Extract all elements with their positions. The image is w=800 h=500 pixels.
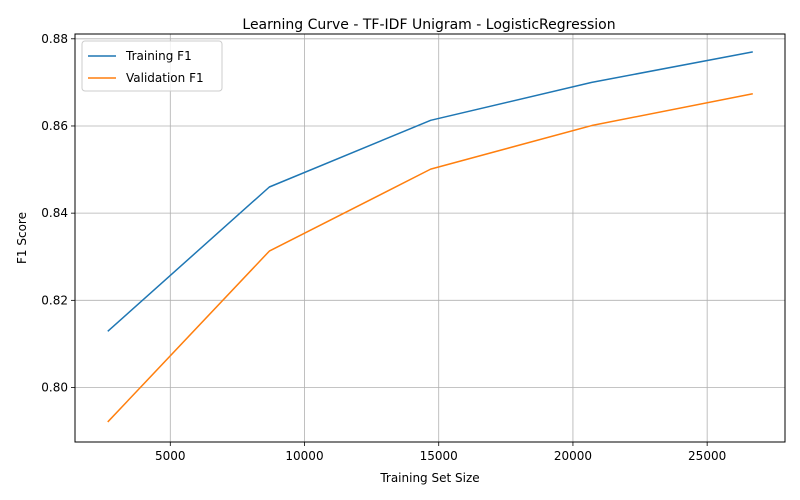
plot-frame: [74, 33, 786, 443]
series-line-validation: [107, 92, 753, 423]
legend: Training F1 Validation F1: [81, 40, 223, 92]
chart-title: Learning Curve - TF-IDF Unigram - Logist…: [242, 17, 615, 33]
y-axis-ticks: 0.80 0.82 0.84 0.86 0.88: [41, 32, 75, 395]
y-tick-label: 0.86: [41, 119, 68, 133]
y-tick-label: 0.84: [41, 206, 68, 220]
grid: [75, 34, 785, 442]
legend-box: [81, 40, 223, 92]
x-tick-label: 15000: [420, 449, 458, 463]
legend-label: Training F1: [125, 49, 192, 63]
series-line-training: [107, 51, 753, 332]
y-tick-label: 0.88: [41, 32, 68, 46]
x-tick-label: 25000: [688, 449, 726, 463]
y-tick-label: 0.80: [41, 381, 68, 395]
legend-label: Validation F1: [126, 71, 204, 85]
series-lines: [107, 51, 753, 423]
y-tick-label: 0.82: [41, 293, 68, 307]
x-axis-label: Training Set Size: [379, 471, 479, 485]
x-tick-label: 10000: [285, 449, 323, 463]
x-axis-ticks: 5000 10000 15000 20000 25000: [155, 442, 726, 463]
y-axis-label: F1 Score: [15, 212, 29, 264]
x-tick-label: 20000: [554, 449, 592, 463]
x-tick-label: 5000: [155, 449, 186, 463]
